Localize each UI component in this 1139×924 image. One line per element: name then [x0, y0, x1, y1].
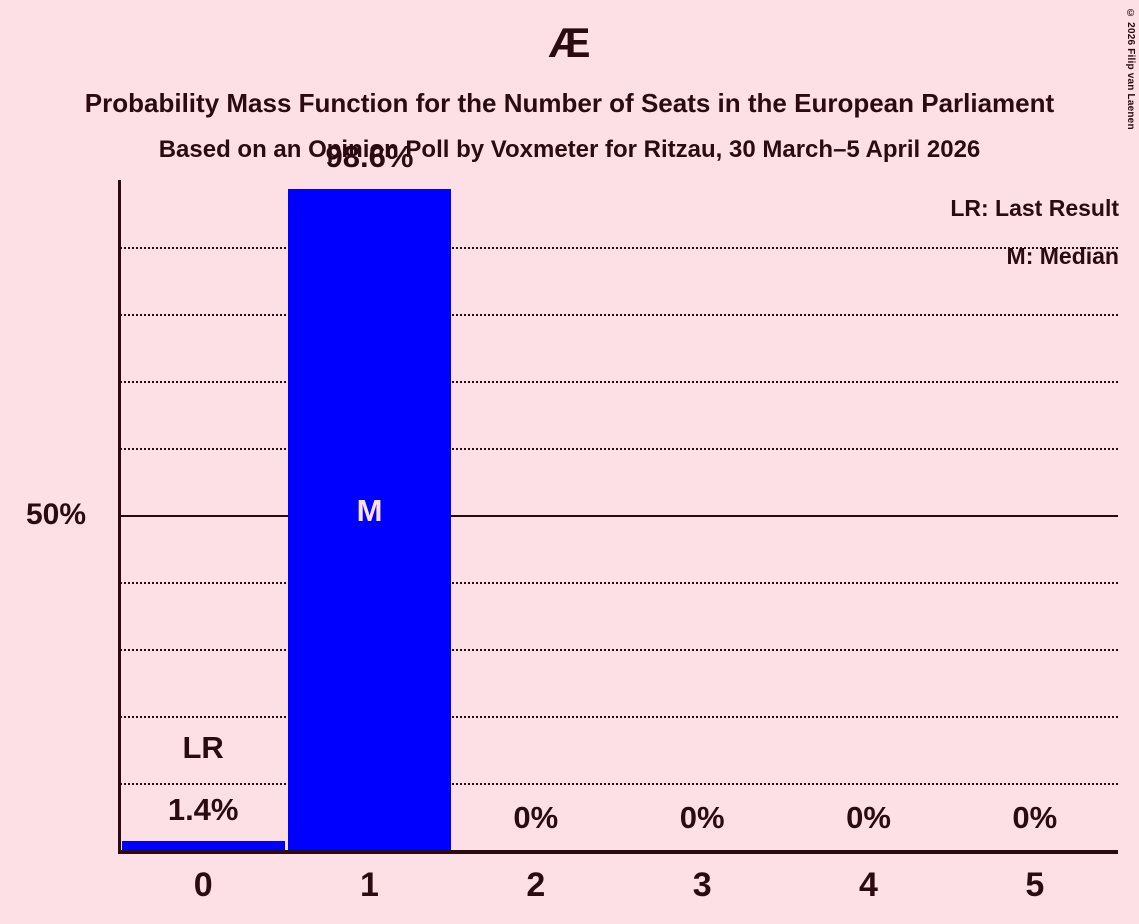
- chart-subtitle-primary: Probability Mass Function for the Number…: [84, 88, 1055, 118]
- copyright-notice: © 2026 Filip van Laenen: [1125, 8, 1136, 130]
- marker-m-1: M: [356, 493, 383, 528]
- x-tick-label-1: 1: [360, 866, 379, 904]
- gridline-80: [120, 314, 1118, 316]
- x-tick-label-2: 2: [526, 866, 546, 904]
- gridline-60: [120, 448, 1118, 450]
- x-tick-label-3: 3: [692, 866, 712, 904]
- legend-entry-last-result: LR: Last Result: [950, 195, 1119, 221]
- gridline-70: [120, 381, 1118, 383]
- gridline-10: [120, 783, 1118, 785]
- chart-subtitle-secondary: Based on an Opinion Poll by Voxmeter for…: [158, 136, 981, 163]
- x-axis-line: [118, 850, 1118, 854]
- gridline-30: [120, 649, 1118, 651]
- gridline-50: [120, 515, 1118, 517]
- marker-lr-0: LR: [182, 730, 224, 765]
- chart-title: Æ: [548, 19, 591, 66]
- bar-value-label-3: 0%: [679, 800, 725, 835]
- x-tick-label-4: 4: [859, 866, 878, 904]
- x-tick-label-0: 0: [193, 866, 213, 904]
- bar-0: [121, 840, 285, 850]
- bar-value-label-2: 0%: [513, 800, 559, 835]
- bar-value-label-4: 0%: [846, 800, 891, 835]
- bar-1: [287, 189, 451, 850]
- gridline-90: [120, 247, 1118, 249]
- x-tick-label-5: 5: [1025, 866, 1045, 904]
- y-tick-label-50: 50%: [25, 498, 86, 531]
- gridline-20: [120, 716, 1118, 718]
- plot-area: [120, 180, 1118, 850]
- bar-value-label-1: 98.6%: [325, 139, 414, 175]
- y-axis-line: [118, 180, 121, 852]
- gridline-40: [120, 582, 1118, 584]
- bar-value-label-0: 1.4%: [167, 792, 239, 827]
- bar-value-label-5: 0%: [1012, 800, 1058, 835]
